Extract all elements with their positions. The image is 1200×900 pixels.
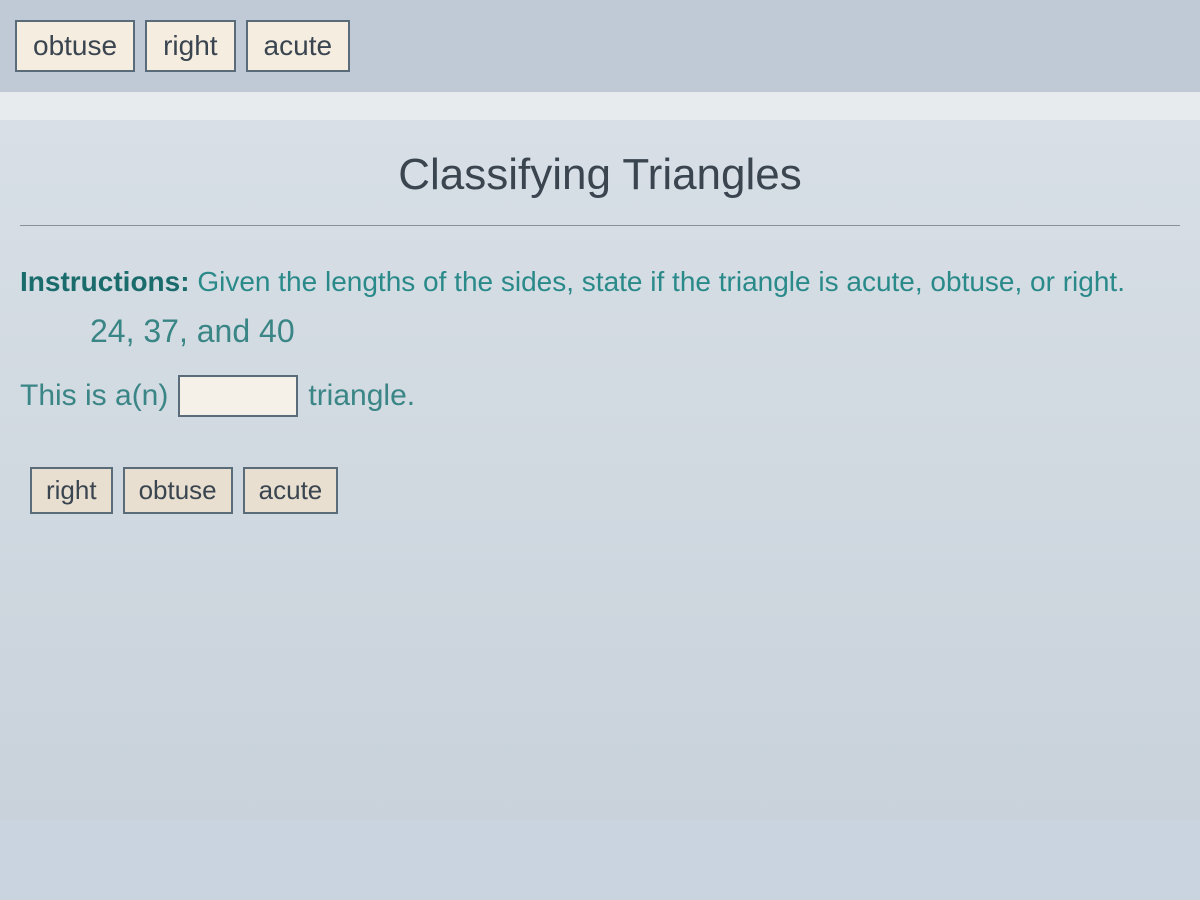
answer-line: This is a(n) triangle. (20, 375, 1180, 417)
word-tile-obtuse[interactable]: obtuse (15, 20, 135, 72)
bottom-tile-obtuse[interactable]: obtuse (123, 467, 233, 514)
answer-drop-target[interactable] (178, 375, 298, 417)
answer-prefix: This is a(n) (20, 379, 168, 413)
instructions-label: Instructions: (20, 266, 190, 297)
word-tile-acute[interactable]: acute (246, 20, 351, 72)
word-tile-right[interactable]: right (145, 20, 235, 72)
answer-suffix: triangle. (308, 379, 415, 413)
content-area: Classifying Triangles Instructions: Give… (0, 120, 1200, 820)
page-title: Classifying Triangles (20, 150, 1180, 226)
side-lengths: 24, 37, and 40 (90, 313, 1180, 350)
instructions-text: Given the lengths of the sides, state if… (197, 266, 1125, 297)
instructions-line: Instructions: Given the lengths of the s… (20, 266, 1180, 298)
bottom-tile-right[interactable]: right (30, 467, 113, 514)
bottom-word-bank: right obtuse acute (30, 467, 1180, 514)
top-word-bank: obtuse right acute (0, 0, 1200, 92)
bottom-tile-acute[interactable]: acute (243, 467, 339, 514)
separator-band (0, 92, 1200, 120)
